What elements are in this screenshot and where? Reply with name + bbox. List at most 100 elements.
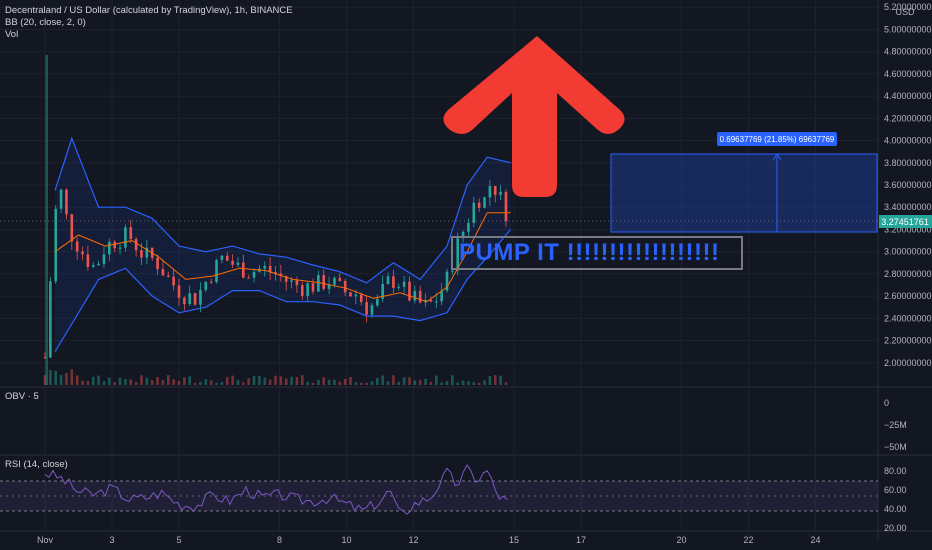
candle-body xyxy=(209,281,213,283)
volume-bar xyxy=(129,379,133,385)
candle-body xyxy=(183,297,186,305)
candle-body xyxy=(483,197,486,208)
volume-bar xyxy=(65,373,68,385)
price-axis: 5.20000000 5.00000000 4.80000000 4.60000000… xyxy=(884,2,932,533)
volume-bar xyxy=(477,382,481,385)
price-tick-label: 4.20000000 xyxy=(884,113,932,123)
volume-bar xyxy=(284,378,288,385)
candle-body xyxy=(413,290,417,301)
volume-bar xyxy=(467,381,470,385)
candle-body xyxy=(440,290,443,302)
volume-bar xyxy=(408,377,411,385)
candle-body xyxy=(225,255,229,261)
candle-body xyxy=(274,272,277,274)
candle-body xyxy=(300,285,304,296)
candle-body xyxy=(124,227,127,248)
price-tick-label: 5.20000000 xyxy=(884,2,932,12)
volume-bar xyxy=(43,375,47,385)
candle-body xyxy=(343,281,347,293)
candle-body xyxy=(381,283,384,299)
volume-bar xyxy=(504,382,508,385)
price-tick-label: 4.80000000 xyxy=(884,47,932,57)
price-tick-label: 2.80000000 xyxy=(884,269,932,279)
volume-bar xyxy=(327,379,331,385)
rsi-tick-label: 60.00 xyxy=(884,485,907,495)
volume-bar xyxy=(252,375,256,385)
candle-body xyxy=(284,276,288,282)
volume-bar xyxy=(172,379,175,385)
candle-body xyxy=(81,251,84,255)
candle-body xyxy=(408,281,411,301)
candle-body xyxy=(472,202,476,223)
volume-bar xyxy=(445,381,449,385)
measure-arrow-head xyxy=(772,153,782,161)
price-tick-label: 5.00000000 xyxy=(884,24,932,34)
volume-bar xyxy=(242,382,245,385)
volume-bar xyxy=(424,378,427,385)
candle-body xyxy=(451,270,454,272)
indicator-lines xyxy=(54,136,512,353)
price-tick-label: 2.00000000 xyxy=(884,358,932,368)
volume-bar xyxy=(113,382,116,385)
candle-body xyxy=(166,275,170,277)
volume-bar xyxy=(472,382,476,385)
candle-body xyxy=(392,276,395,288)
price-tick-label: 4.00000000 xyxy=(884,136,932,146)
candle-body xyxy=(322,275,326,289)
rsi-tick-label: 40.00 xyxy=(884,504,907,514)
volume-bar xyxy=(376,377,379,385)
candle-body xyxy=(236,262,240,265)
volume-bar xyxy=(365,382,368,385)
candle-body xyxy=(102,254,106,264)
candle-body xyxy=(113,241,116,249)
time-tick-label: 8 xyxy=(277,535,282,545)
candle-body xyxy=(177,285,181,298)
candle-body xyxy=(156,257,159,270)
volume-bar xyxy=(188,376,192,385)
volume-bar xyxy=(225,376,229,385)
volume-bar xyxy=(193,382,197,385)
volume-bar xyxy=(118,377,122,385)
volume-bar xyxy=(456,382,460,385)
price-tick-label: 4.60000000 xyxy=(884,69,932,79)
volume-bar xyxy=(349,377,352,385)
volume-bar xyxy=(359,382,363,385)
candle-body xyxy=(161,269,165,276)
volume-bar xyxy=(204,379,208,385)
rsi-line xyxy=(44,464,508,515)
candle-body xyxy=(359,294,363,303)
volume-bar xyxy=(300,375,304,385)
measure-label: 0.69637769 (21.85%) 69637769 xyxy=(720,135,835,144)
volume-bar xyxy=(413,380,417,385)
time-tick-label: 24 xyxy=(810,535,820,545)
volume-bar xyxy=(434,375,438,385)
candle-body xyxy=(376,298,379,306)
price-tick-label: 3.60000000 xyxy=(884,180,932,190)
time-tick-label: 10 xyxy=(341,535,351,545)
candle-body xyxy=(477,202,481,208)
candle-body xyxy=(59,189,63,209)
volume-bar xyxy=(177,380,181,385)
obv-legend: OBV · 5 xyxy=(5,391,39,402)
volume-bar xyxy=(274,375,277,385)
measure-box[interactable] xyxy=(610,153,878,233)
candle-body xyxy=(118,247,122,249)
candle-body xyxy=(199,289,202,305)
rsi-legend: RSI (14, close) xyxy=(5,459,68,470)
measure-tool[interactable]: 0.69637769 (21.85%) 69637769 xyxy=(610,132,878,233)
candle-body xyxy=(365,302,368,315)
candle-body xyxy=(268,265,272,273)
volume-bar xyxy=(295,377,299,385)
candle-body xyxy=(397,286,401,288)
time-tick-label: 3 xyxy=(109,535,114,545)
candle-body xyxy=(279,273,283,277)
candle-body xyxy=(193,293,197,305)
candle-body xyxy=(140,250,143,258)
candle-body xyxy=(467,222,470,232)
pump-it-annotation[interactable]: PUMP IT !!!!!!!!!!!!!!!!!! xyxy=(451,236,743,270)
volume-bar xyxy=(49,369,52,385)
bb-lower-line xyxy=(54,229,512,353)
volume-bar xyxy=(161,380,165,385)
volume-bar xyxy=(392,375,395,385)
